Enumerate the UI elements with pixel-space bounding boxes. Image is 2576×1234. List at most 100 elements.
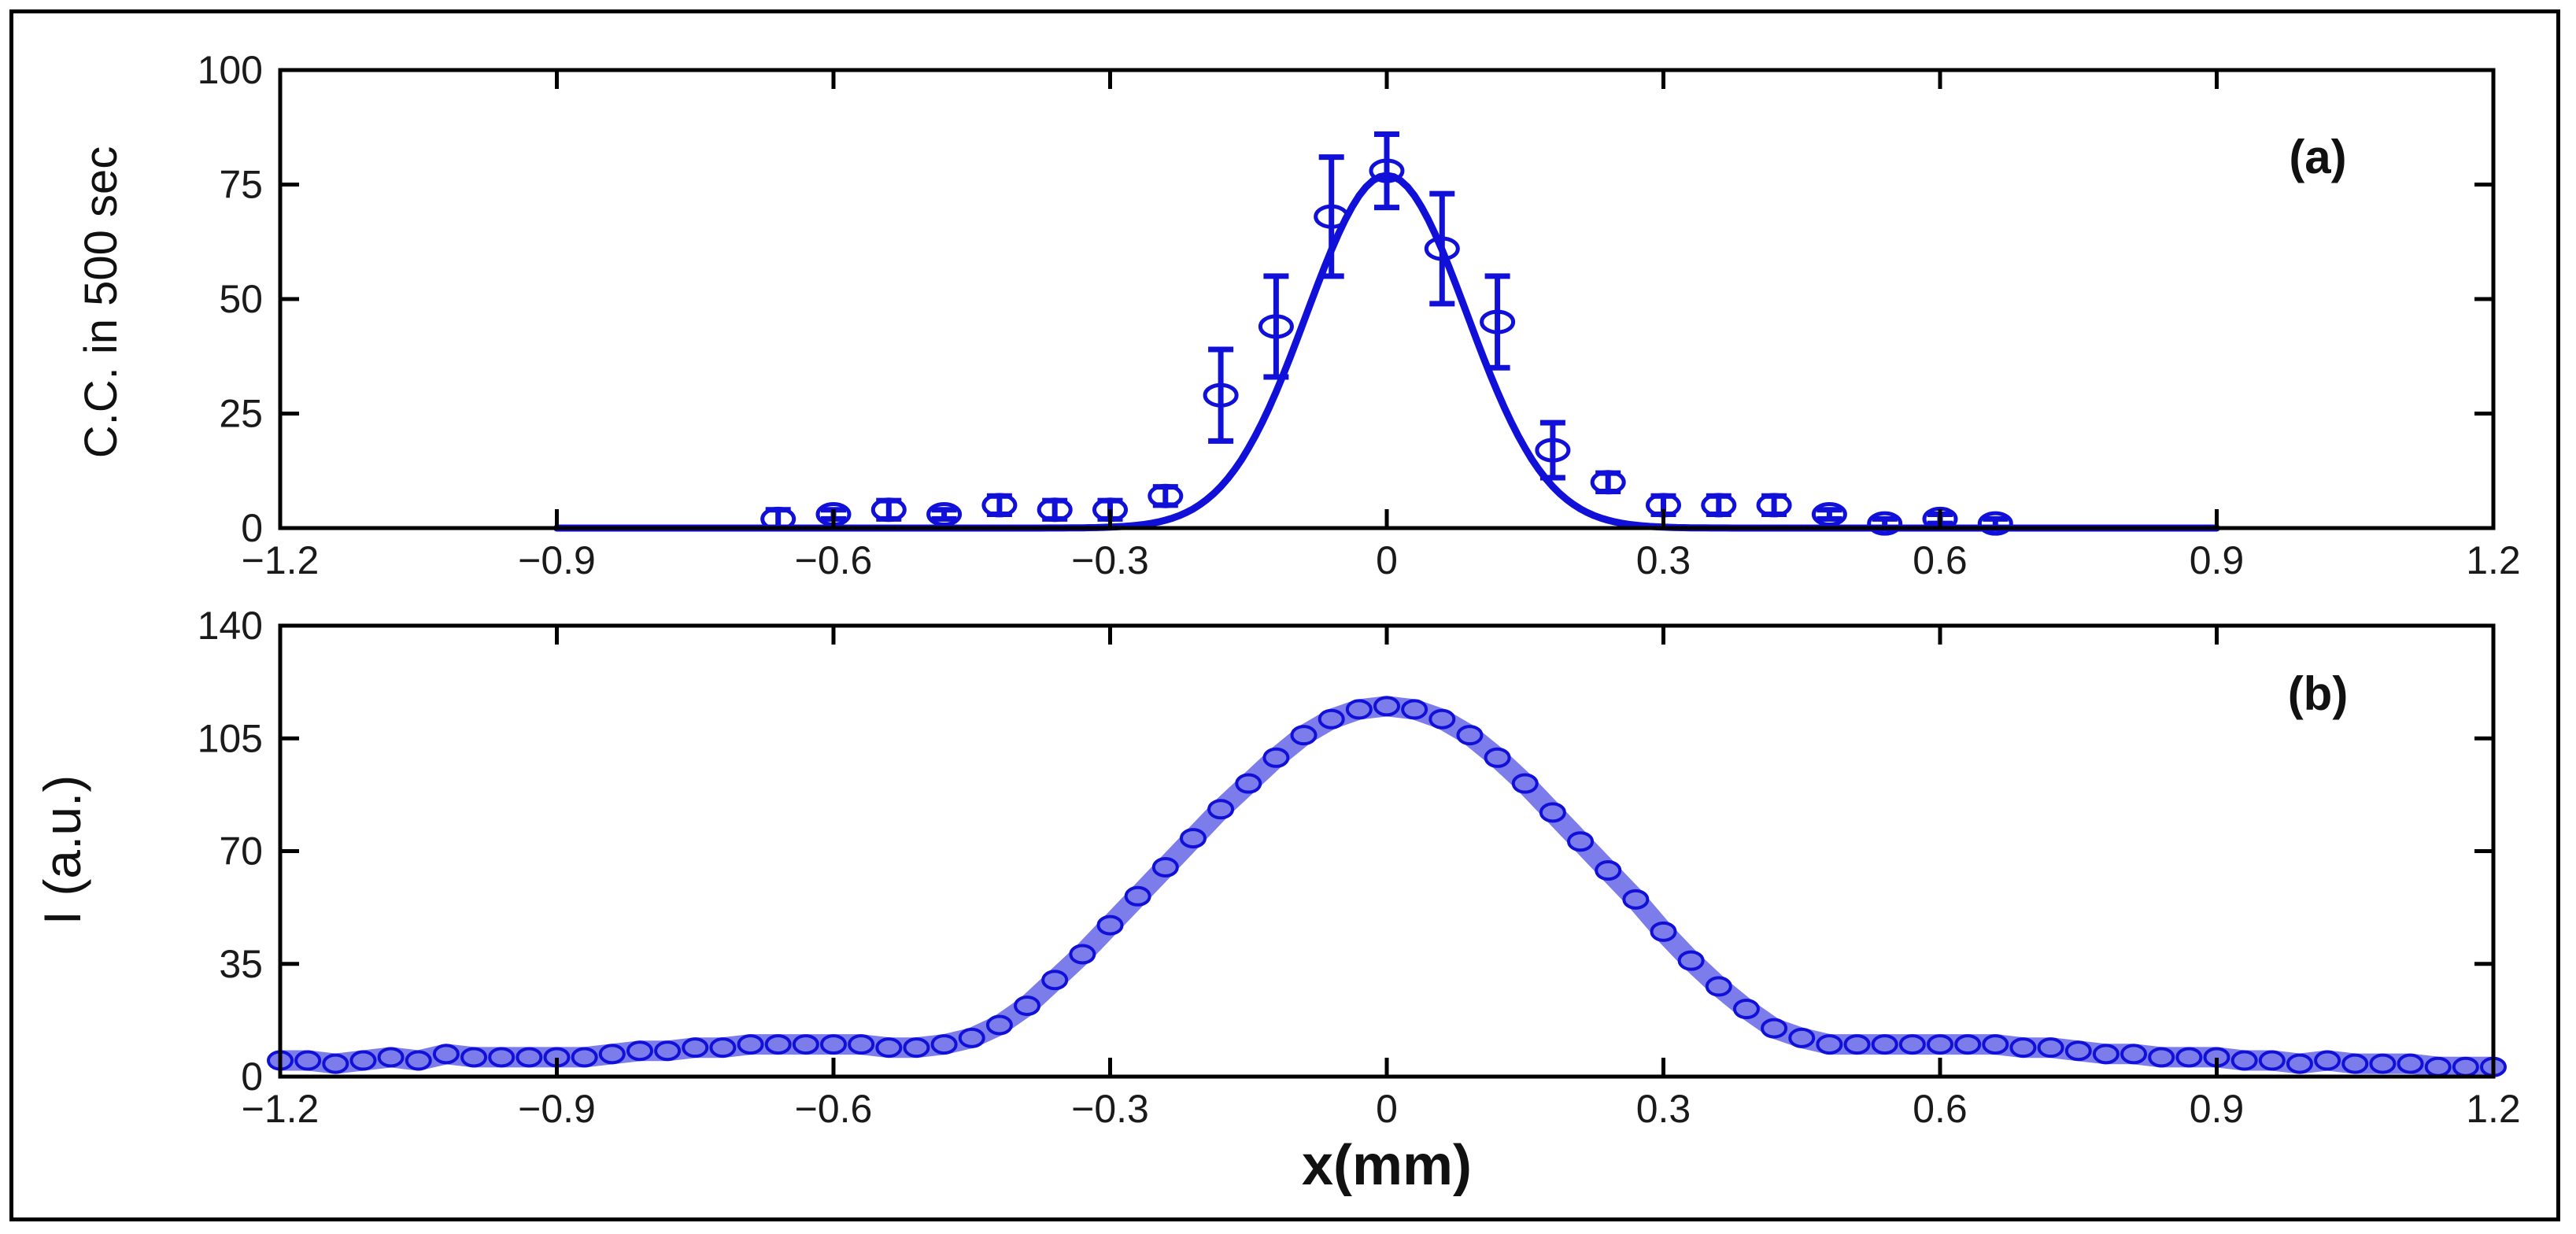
data-point — [1761, 1018, 1788, 1039]
panel-a-x-tick-label: −1.2 — [242, 538, 320, 582]
data-point — [1898, 1034, 1926, 1055]
data-point — [709, 1037, 737, 1059]
panel-b-y-tick-label: 70 — [219, 829, 263, 874]
data-band — [270, 696, 2504, 1077]
data-point — [1262, 747, 1290, 768]
panel-a-y-tick-label: 0 — [241, 506, 263, 550]
data-point — [985, 1014, 1013, 1036]
data-point — [1484, 747, 1511, 768]
data-point — [598, 1044, 626, 1065]
data-point — [958, 1027, 985, 1048]
panel-a-x-tick-label: 0.6 — [1913, 538, 1968, 582]
data-point — [926, 502, 963, 527]
data-point — [1314, 204, 1350, 229]
data-point — [1595, 860, 1622, 881]
data-point — [1235, 773, 1262, 794]
panel-b-x-tick-label: 0.6 — [1913, 1087, 1968, 1131]
data-point — [1014, 995, 1041, 1016]
data-point — [1871, 1034, 1898, 1055]
panel-a-ticks: −1.2 −0.9 −0.6 −0.3 0 0.3 0.6 0.9 1.2 0 25 50 75 100 — [198, 48, 2521, 582]
data-point — [1203, 382, 1239, 408]
data-point — [1843, 1034, 1871, 1055]
data-point — [1816, 1034, 1843, 1055]
panel-b-x-axis-label: x(mm) — [1302, 1134, 1472, 1197]
data-point — [1258, 314, 1294, 339]
data-point — [1867, 511, 1903, 536]
data-point — [1041, 970, 1069, 991]
data-point — [1705, 976, 1732, 997]
data-point — [1401, 699, 1428, 720]
data-point — [1124, 885, 1151, 907]
data-point — [820, 1034, 847, 1055]
data-point — [792, 1034, 819, 1055]
panel-a-y-tick-label: 25 — [219, 392, 263, 436]
data-point — [1369, 158, 1405, 183]
data-point — [1756, 493, 1792, 518]
panel-b-y-tick-label: 0 — [241, 1055, 263, 1099]
data-point — [764, 1034, 792, 1055]
panel-b-x-tick-label: −0.3 — [1071, 1087, 1149, 1131]
panel-b-x-tick-label: −0.9 — [518, 1087, 596, 1131]
data-point — [516, 1047, 543, 1068]
data-point — [1037, 497, 1073, 523]
data-point — [571, 1047, 598, 1068]
data-point — [405, 1050, 432, 1071]
data-point — [981, 493, 1018, 518]
panel-a-y-tick-label: 75 — [219, 163, 263, 207]
data-point — [2258, 1050, 2286, 1071]
data-point — [1982, 1034, 2009, 1055]
panel-b-x-tick-label: 0 — [1376, 1087, 1398, 1131]
data-point — [870, 497, 907, 523]
data-point — [1567, 831, 1595, 852]
data-point — [2314, 1050, 2341, 1071]
panel-b-y-tick-label: 140 — [198, 604, 263, 648]
panel-a-x-tick-label: 0.9 — [2190, 538, 2245, 582]
panel-b-x-tick-label: −0.6 — [795, 1087, 873, 1131]
data-point — [1345, 699, 1373, 720]
panel-b-x-tick-label: 0.9 — [2190, 1087, 2245, 1131]
data-point — [1811, 502, 1847, 527]
data-point — [2286, 1053, 2313, 1074]
data-point — [848, 1034, 875, 1055]
data-point — [1539, 802, 1566, 823]
panel-a: −1.2 −0.9 −0.6 −0.3 0 0.3 0.6 0.9 1.20255075100 … — [76, 48, 2521, 582]
panel-b-y-tick-label: 35 — [219, 942, 263, 986]
data-point — [1428, 708, 1456, 730]
data-point — [626, 1040, 653, 1062]
data-point — [1927, 1034, 1953, 1055]
data-point — [2369, 1053, 2397, 1074]
data-point — [1456, 725, 1484, 746]
data-point — [682, 1037, 709, 1059]
data-point — [1424, 236, 1460, 261]
panel-a-marks — [553, 131, 2220, 536]
panel-b-y-tick-label: 105 — [198, 716, 263, 760]
data-point — [488, 1047, 516, 1068]
data-point — [1732, 999, 1760, 1020]
data-point — [737, 1034, 764, 1055]
data-point — [1977, 511, 2013, 536]
data-point — [377, 1047, 405, 1068]
data-point — [1511, 773, 1539, 794]
panel-a-y-axis-label: C.C. in 500 sec — [76, 146, 127, 459]
panel-a-x-tick-label: 0.3 — [1636, 538, 1691, 582]
data-point — [1151, 856, 1179, 877]
panel-b: −1.2 −0.9 −0.6 −0.3 0 0.3 0.6 0.9 1.2 0 35 70 105 140… — [33, 604, 2521, 1197]
data-point — [1179, 828, 1207, 849]
data-point — [1096, 914, 1124, 936]
data-point — [1701, 493, 1737, 518]
data-point — [2120, 1044, 2148, 1065]
panel-a-x-tick-label: −0.9 — [518, 538, 596, 582]
data-point — [1622, 889, 1650, 910]
figure-frame — [9, 9, 2560, 1221]
panel-a-x-tick-label: 0 — [1376, 538, 1398, 582]
data-point — [1069, 944, 1096, 965]
data-point — [2397, 1053, 2424, 1074]
data-point — [930, 1034, 958, 1055]
data-point — [1207, 799, 1235, 820]
panel-b-x-tick-label: 0.3 — [1636, 1087, 1691, 1131]
data-point — [654, 1040, 682, 1062]
data-point — [1373, 696, 1400, 717]
data-point — [1650, 921, 1677, 942]
panel-b-y-axis-label: I (a.u.) — [33, 775, 91, 926]
data-point — [1535, 438, 1571, 463]
